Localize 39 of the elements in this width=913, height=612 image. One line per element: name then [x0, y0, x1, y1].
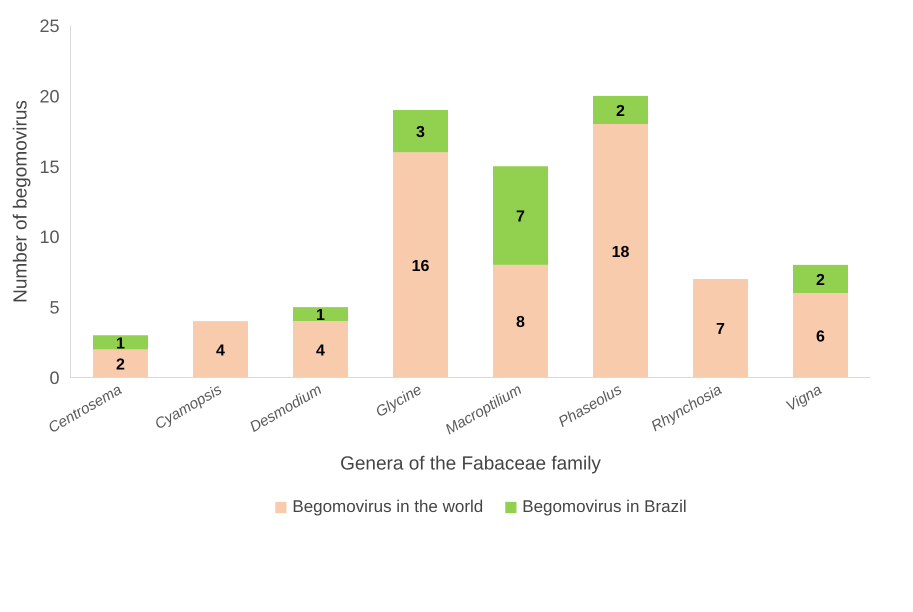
x-tick-label: Vigna	[783, 381, 825, 415]
bar	[293, 307, 348, 322]
x-axis-title: Genera of the Fabaceae family	[340, 454, 602, 475]
data-label: 2	[616, 102, 626, 120]
legend-label: Begomovirus in Brazil	[522, 497, 687, 517]
bar	[693, 278, 748, 378]
data-label: 2	[116, 356, 126, 374]
data-label: 8	[516, 314, 526, 332]
data-label: 2	[816, 272, 826, 289]
bar	[593, 96, 648, 124]
y-tick-label: 10	[39, 227, 60, 248]
bar	[793, 264, 848, 294]
bar	[593, 124, 648, 378]
bar	[493, 166, 548, 265]
bar	[393, 152, 448, 378]
bar	[493, 264, 548, 378]
bar	[293, 321, 348, 378]
legend-label: Begomovirus in the world	[292, 497, 484, 517]
y-tick-label: 15	[39, 156, 60, 177]
data-label: 3	[416, 124, 426, 142]
data-label: 16	[412, 258, 430, 275]
data-label: 1	[116, 335, 126, 352]
y-tick-label: 5	[49, 298, 60, 318]
bar	[93, 335, 148, 350]
y-tick-label: 25	[39, 16, 60, 36]
bar	[193, 321, 248, 378]
y-axis-title: Number of begomovirus	[10, 100, 32, 303]
data-label: 6	[816, 328, 826, 346]
data-label: 7	[716, 321, 726, 338]
data-label: 4	[216, 342, 226, 360]
data-label: 4	[316, 342, 326, 360]
bar	[393, 110, 448, 152]
data-label: 18	[612, 244, 630, 261]
data-label: 7	[516, 208, 526, 226]
bar	[793, 293, 848, 378]
bar	[93, 349, 148, 378]
y-tick-label: 20	[39, 86, 60, 106]
data-label: 1	[316, 307, 326, 324]
y-tick-label: 0	[49, 368, 60, 388]
